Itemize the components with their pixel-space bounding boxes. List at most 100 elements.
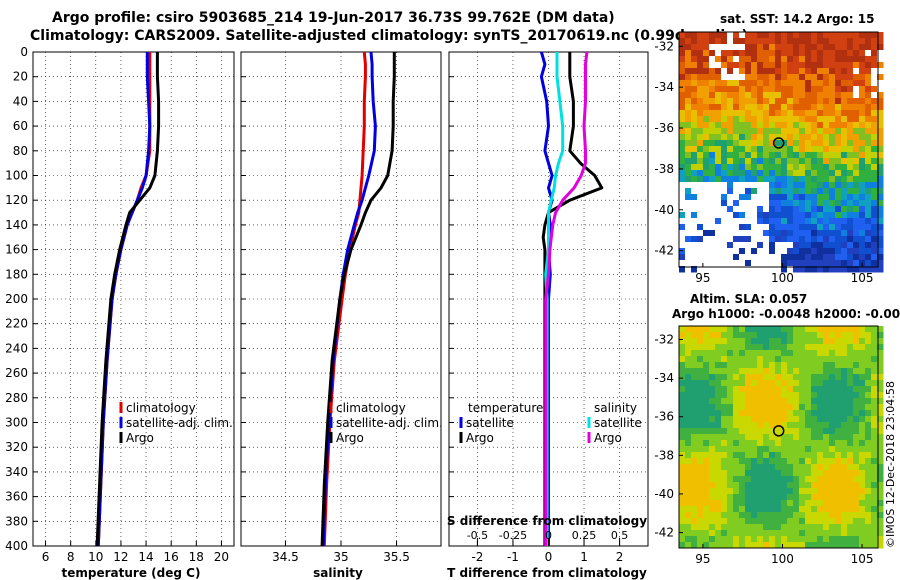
sst-map-cell [691, 212, 698, 219]
sst-map-cell [823, 68, 830, 75]
sla-map-cell [835, 392, 842, 399]
sst-map-cell [823, 218, 830, 225]
sla-map-cell [703, 542, 710, 549]
sst-map-cell [877, 134, 884, 141]
sst-map-cell [715, 248, 722, 255]
sla-map-cell [685, 416, 692, 423]
sst-map-cell [769, 188, 776, 195]
sla-map-cell [811, 416, 818, 423]
sla-map-cell [721, 536, 728, 543]
sst-map-cell [733, 248, 740, 255]
sst-map-cell [841, 224, 848, 231]
sst-map-cell [841, 122, 848, 129]
sst-map-cell [877, 212, 884, 219]
sla-map-cell [865, 350, 872, 357]
sla-map-cell [799, 446, 806, 453]
sst-map-cell [829, 164, 836, 171]
sla-map-cell [721, 404, 728, 411]
sst-map-cell [685, 122, 692, 129]
sla-map-cell [835, 500, 842, 507]
sla-map-cell [823, 392, 830, 399]
sla-map-cell [775, 518, 782, 525]
sla-map-cell [763, 518, 770, 525]
sla-map-cell [835, 530, 842, 537]
sla-map-cell [751, 470, 758, 477]
sla-map-cell [775, 344, 782, 351]
sst-map-cell [865, 230, 872, 237]
sla-map-cell [679, 440, 686, 447]
sla-map-cell [739, 458, 746, 465]
sla-map-cell [727, 530, 734, 537]
sst-map-cell [817, 236, 824, 243]
sst-map-cell [865, 80, 872, 87]
sst-map-cell [721, 146, 728, 153]
sla-map-cell [817, 542, 824, 549]
sla-map-cell [763, 476, 770, 483]
sst-map-cell [715, 218, 722, 225]
sst-map-cell [871, 164, 878, 171]
sla-map-cell [733, 536, 740, 543]
sla-map-cell [835, 536, 842, 543]
sla-map-cell [727, 326, 734, 333]
sst-map-cell [847, 218, 854, 225]
sst-map-cell [871, 98, 878, 105]
sst-map-cell [859, 188, 866, 195]
sla-map-cell [823, 326, 830, 333]
sst-map-cell [835, 86, 842, 93]
sst-map-cell [685, 236, 692, 243]
sla-map-cell [709, 512, 716, 519]
lon-tick-label: 100 [771, 271, 794, 285]
sla-map-cell [823, 398, 830, 405]
sla-map-cell [697, 398, 704, 405]
sla-map-cell [769, 536, 776, 543]
sst-map-cell [853, 80, 860, 87]
sst-map-cell [805, 50, 812, 57]
sla-map-cell [745, 524, 752, 531]
sst-map-cell [733, 158, 740, 165]
sst-map-cell [775, 230, 782, 237]
sst-map-cell [739, 182, 746, 189]
sla-map-cell [829, 404, 836, 411]
sla-map-cell [823, 500, 830, 507]
sla-map-cell [835, 332, 842, 339]
sst-map-cell [811, 134, 818, 141]
sst-map-cell [775, 128, 782, 135]
sla-map-cell [715, 524, 722, 531]
sst-map-cell [787, 266, 794, 273]
sst-map-cell [871, 44, 878, 51]
sst-map-cell [679, 206, 686, 213]
sst-map-cell [745, 176, 752, 183]
sst-map-cell [799, 236, 806, 243]
sst-map-cell [835, 98, 842, 105]
sst-map-cell [835, 62, 842, 69]
sla-map-cell [703, 518, 710, 525]
sst-map-cell [775, 266, 782, 273]
sla-map-cell [841, 338, 848, 345]
sla-map-cell [817, 380, 824, 387]
sla-map-cell [841, 518, 848, 525]
sla-map-cell [817, 422, 824, 429]
sla-map-cell [721, 476, 728, 483]
sst-map-cell [811, 254, 818, 261]
sst-map-cell [871, 188, 878, 195]
sla-map-cell [817, 476, 824, 483]
sst-map-cell [751, 32, 758, 39]
sst-map-cell [757, 128, 764, 135]
sla-map-cell [793, 440, 800, 447]
sla-map-cell [691, 494, 698, 501]
sst-map-cell [739, 170, 746, 177]
sla-map-cell [769, 398, 776, 405]
sst-map-cell [697, 230, 704, 237]
x-tick-label: 20 [214, 550, 229, 564]
sst-map-cell [721, 32, 728, 39]
sla-map-cell [763, 410, 770, 417]
sla-map-cell [751, 398, 758, 405]
sst-map-cell [757, 86, 764, 93]
sst-map-cell [691, 266, 698, 273]
sst-map-cell [739, 62, 746, 69]
sla-map-cell [859, 410, 866, 417]
sla-map-cell [781, 380, 788, 387]
sla-map-cell [721, 482, 728, 489]
sla-map-cell [871, 458, 878, 465]
sst-map-cell [715, 206, 722, 213]
